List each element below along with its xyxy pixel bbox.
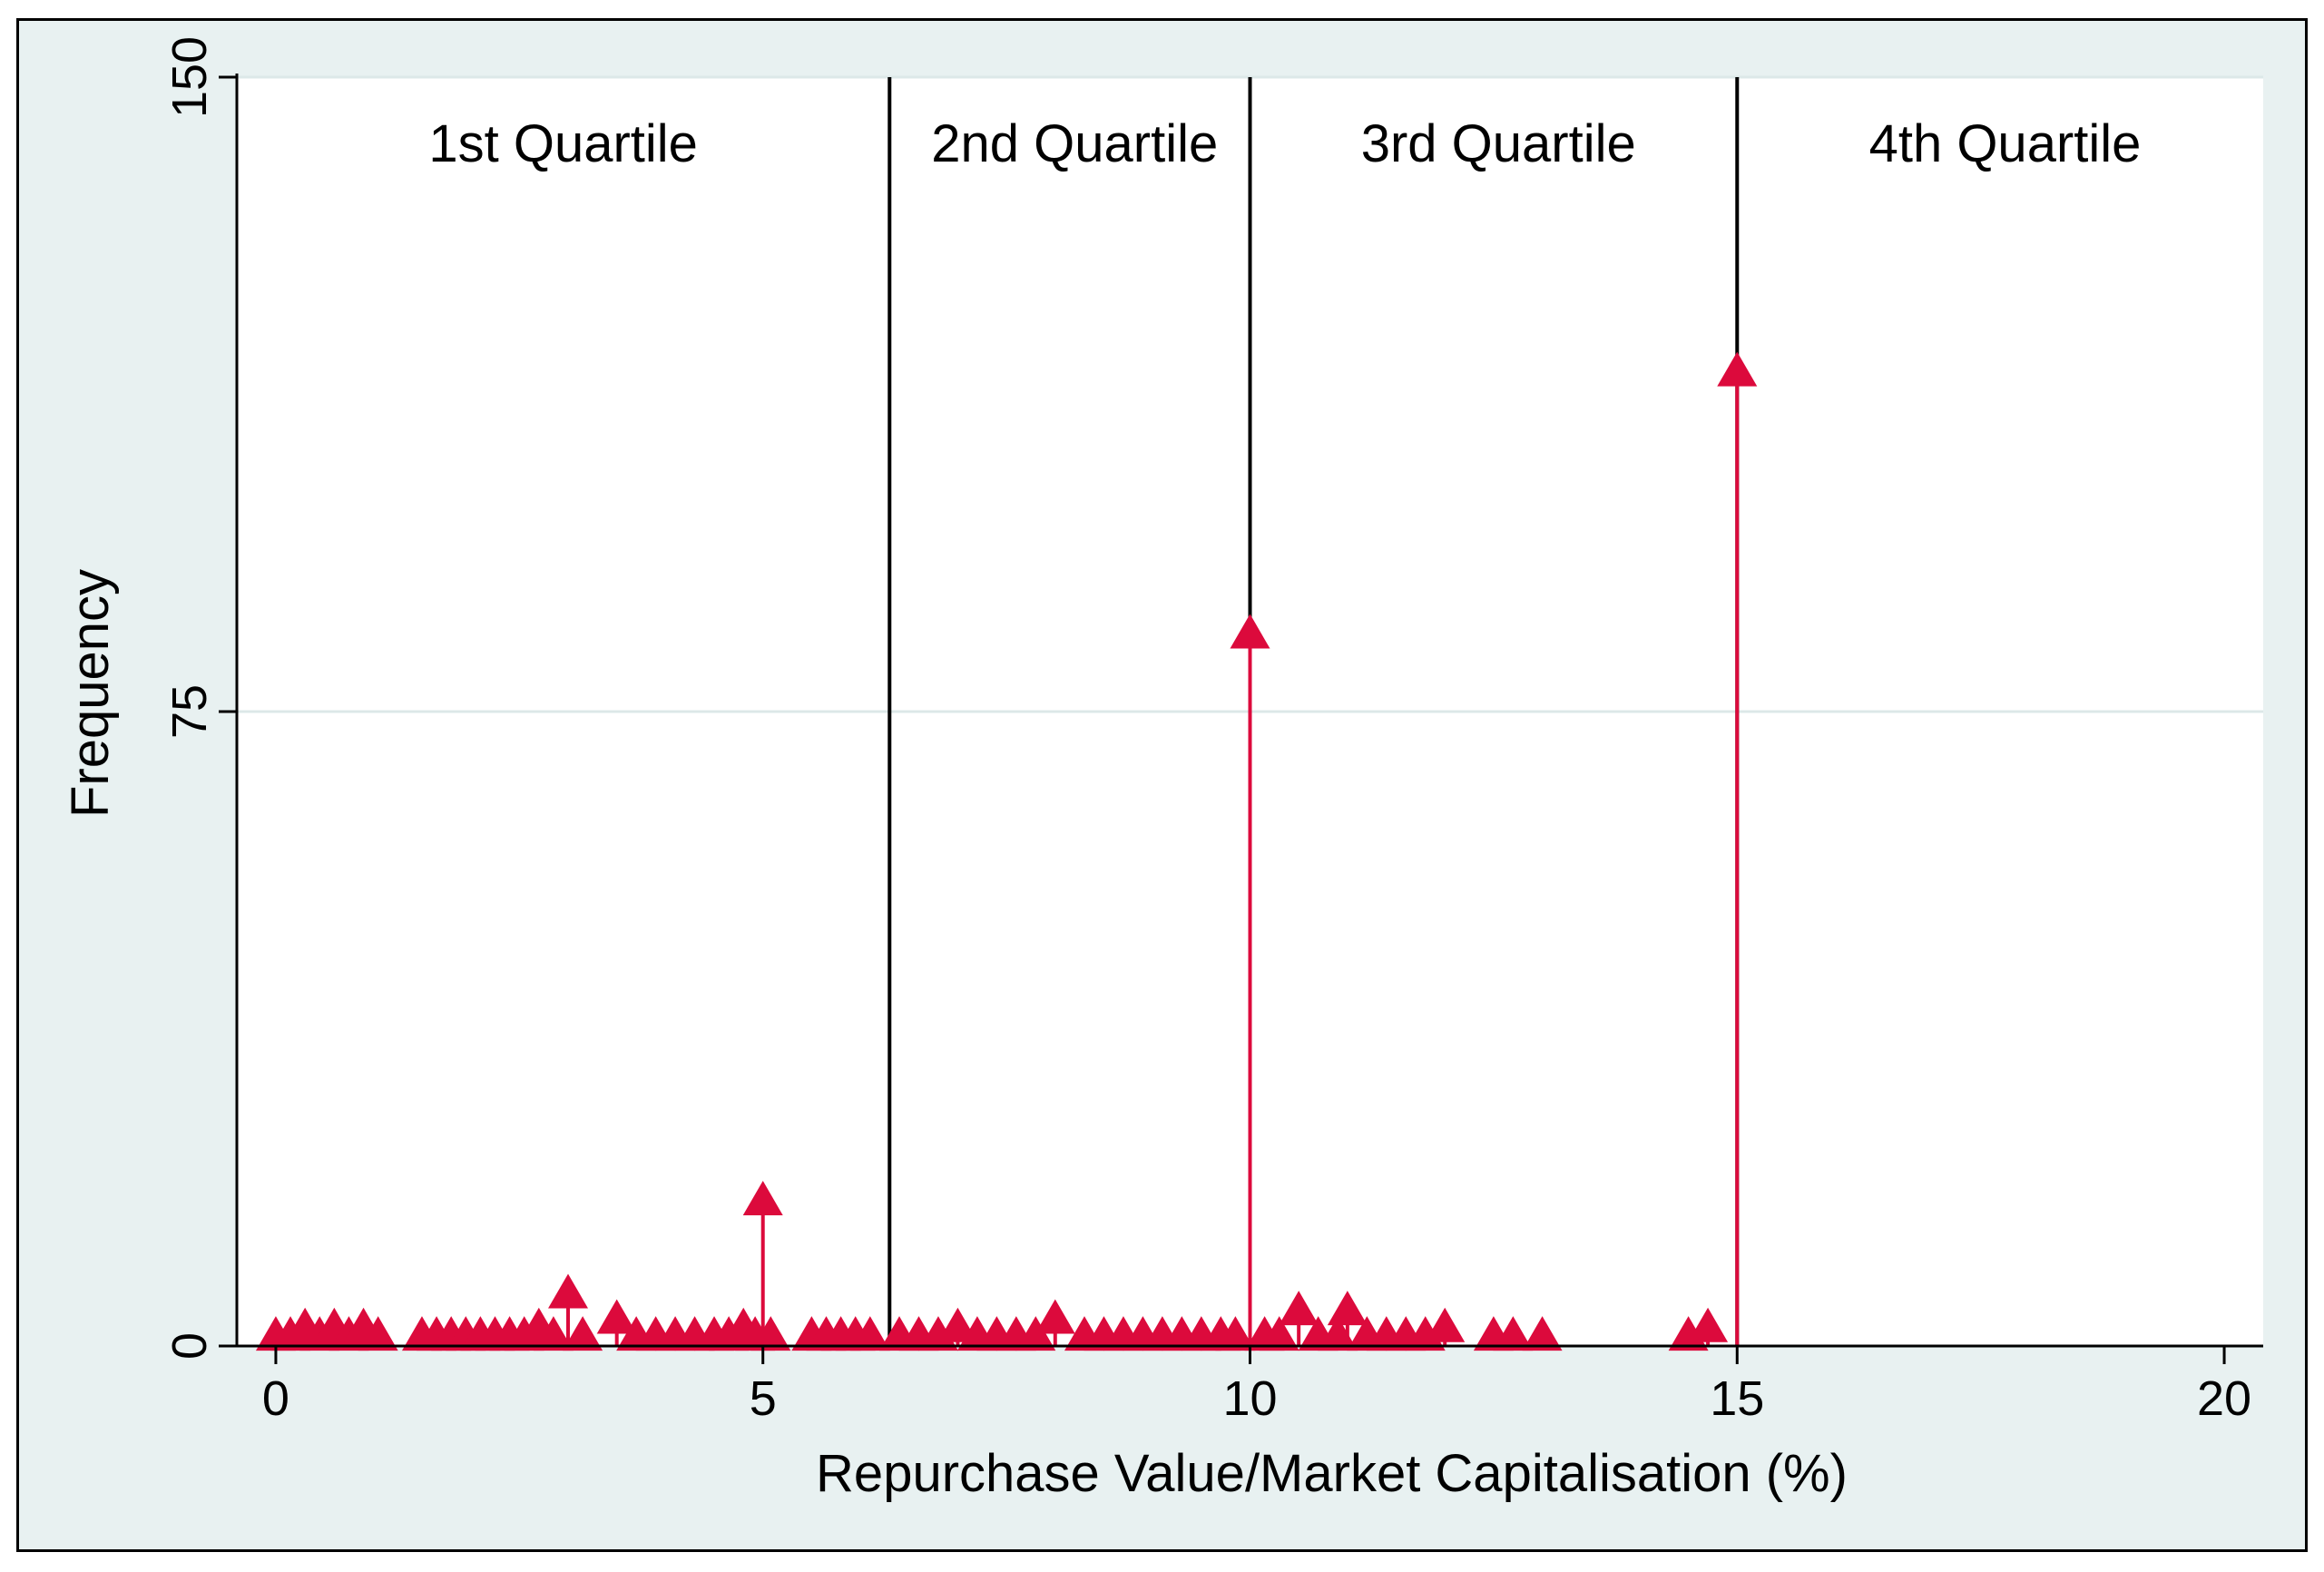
- chart-frame: 0 5 10 15 20 0 75 150 Repurchase Value/Market Ca…: [16, 18, 2308, 1552]
- data-marker: [1215, 1316, 1256, 1351]
- quartile-label: 4th Quartile: [1869, 114, 2142, 173]
- data-marker: [1425, 1307, 1466, 1342]
- data-marker: [1688, 1307, 1729, 1342]
- data-marker: [533, 1316, 574, 1351]
- data-marker: [1035, 1299, 1075, 1334]
- x-tick-label: 15: [1710, 1371, 1764, 1426]
- data-marker: [742, 1181, 783, 1215]
- y-axis-title: Frequency: [61, 569, 120, 818]
- x-tick-label: 0: [262, 1371, 289, 1426]
- data-marker: [1522, 1316, 1563, 1351]
- data-marker: [1717, 351, 1758, 387]
- labels-layer: 0 5 10 15 20 0 75 150 Repurchase Value/Market Ca…: [61, 36, 2251, 1503]
- quartile-label: 2nd Quartile: [931, 114, 1218, 173]
- x-tick-label: 10: [1222, 1371, 1277, 1426]
- spike-chart: 0 5 10 15 20 0 75 150 Repurchase Value/Market Ca…: [61, 36, 2263, 1503]
- data-marker: [1279, 1291, 1319, 1326]
- data-marker: [1259, 1316, 1299, 1351]
- data-marker: [1230, 614, 1270, 649]
- y-tick-label: 150: [162, 36, 217, 118]
- y-tick-label: 75: [162, 684, 217, 739]
- data-marker: [358, 1316, 398, 1351]
- data-marker: [1493, 1316, 1534, 1351]
- axes-layer: [219, 74, 2263, 1364]
- y-tick-label: 0: [162, 1332, 217, 1360]
- data-marker: [563, 1316, 603, 1351]
- x-axis-title: Repurchase Value/Market Capitalisation (…: [816, 1444, 1848, 1503]
- markers-layer: [255, 351, 1758, 1351]
- quartile-label: 3rd Quartile: [1361, 114, 1636, 173]
- data-marker: [1327, 1291, 1368, 1326]
- data-marker: [849, 1316, 890, 1351]
- x-tick-label: 5: [750, 1371, 777, 1426]
- data-marker: [1318, 1316, 1358, 1351]
- data-marker: [596, 1299, 637, 1334]
- data-marker: [548, 1273, 589, 1309]
- quartile-label: 1st Quartile: [428, 114, 698, 173]
- data-marker: [750, 1316, 791, 1351]
- x-tick-label: 20: [2197, 1371, 2251, 1426]
